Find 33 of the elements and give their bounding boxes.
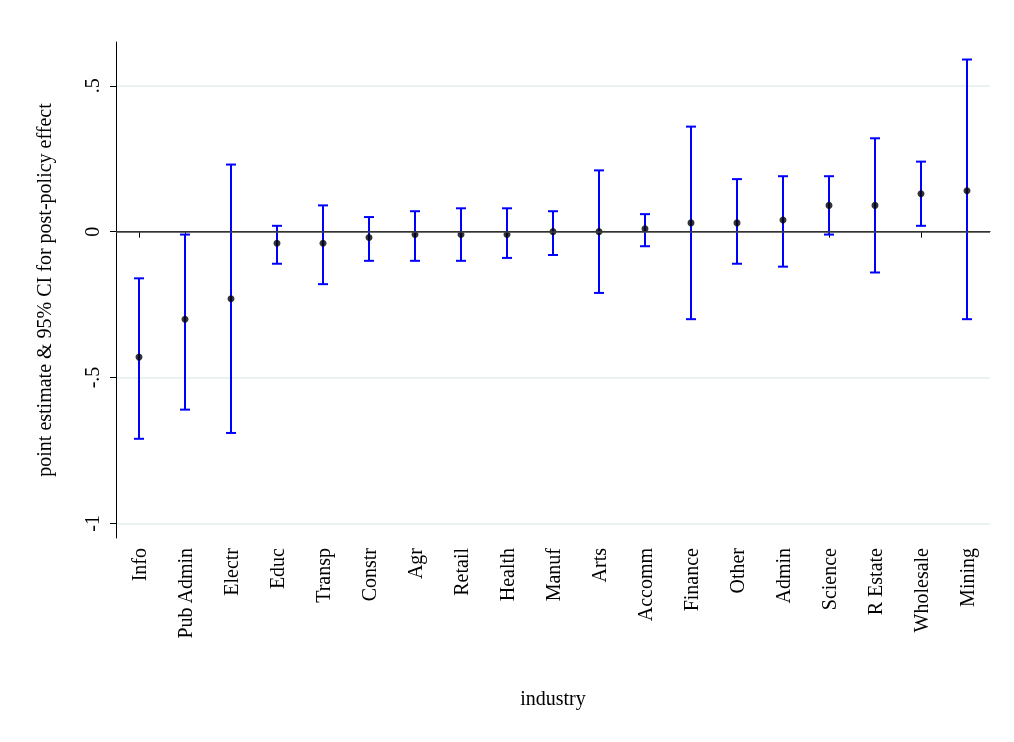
y-tick-label: 0 bbox=[81, 226, 103, 237]
x-tick-label: Retail bbox=[450, 547, 472, 596]
x-tick-label: Agr bbox=[404, 547, 427, 580]
x-tick-label: Science bbox=[818, 547, 840, 611]
y-tick-label: -1 bbox=[81, 515, 103, 532]
x-tick-label: Educ bbox=[266, 547, 288, 590]
x-tick-label: Info bbox=[128, 548, 150, 582]
x-tick-label: Finance bbox=[680, 547, 702, 612]
x-tick-label: Transp bbox=[312, 548, 335, 603]
point bbox=[365, 233, 373, 241]
point bbox=[825, 201, 833, 209]
x-tick-label: Electr bbox=[220, 547, 242, 596]
y-axis-title: point estimate & 95% CI for post-policy effect bbox=[33, 102, 56, 477]
x-tick-label: Manuf bbox=[542, 547, 564, 602]
x-tick-label: Accomm bbox=[634, 547, 656, 622]
point bbox=[227, 295, 235, 303]
point bbox=[917, 190, 925, 198]
point bbox=[871, 201, 879, 209]
x-tick-label: R Estate bbox=[864, 547, 886, 616]
x-tick-label: Admin bbox=[772, 548, 794, 604]
point bbox=[319, 239, 327, 247]
point bbox=[963, 187, 971, 195]
y-tick-label: -.5 bbox=[81, 366, 103, 389]
x-tick-label: Health bbox=[496, 548, 518, 602]
x-tick-label: Other bbox=[726, 547, 748, 594]
y-tick-label: .5 bbox=[81, 78, 103, 94]
x-axis-title: industry bbox=[520, 687, 586, 710]
x-tick-label: Arts bbox=[588, 547, 610, 583]
point bbox=[273, 239, 281, 247]
x-tick-label: Mining bbox=[956, 548, 979, 607]
x-tick-label: Pub Admin bbox=[174, 548, 196, 639]
x-tick-label: Wholesale bbox=[910, 547, 932, 633]
x-tick-label: Constr bbox=[358, 547, 380, 602]
